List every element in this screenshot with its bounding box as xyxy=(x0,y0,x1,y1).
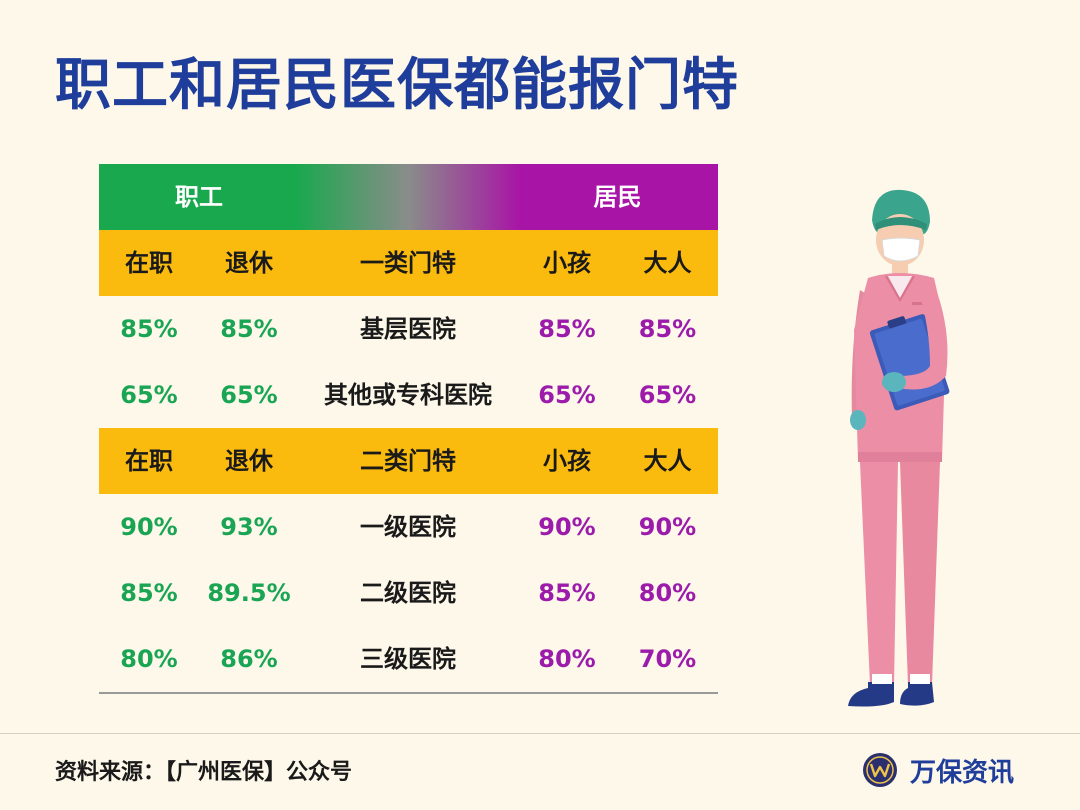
col-header-child: 小孩 xyxy=(543,447,591,475)
col-header-retired: 退休 xyxy=(225,249,273,277)
section-header-row: 在职 退休 一类门特 小孩 大人 xyxy=(99,230,718,296)
col-header-adult: 大人 xyxy=(643,249,692,277)
col-header-employed: 在职 xyxy=(125,447,173,475)
col-header-category: 一类门特 xyxy=(360,249,456,277)
cell-employed: 85% xyxy=(120,579,178,607)
cell-adult: 90% xyxy=(638,513,697,541)
footer-divider xyxy=(0,733,1080,734)
source-caption: 资料来源：【广州医保】公众号 xyxy=(55,760,353,785)
cell-child: 80% xyxy=(538,645,596,673)
cell-retired: 93% xyxy=(220,513,278,541)
cell-child: 65% xyxy=(538,381,596,409)
page-title: 职工和居民医保都能报门特 xyxy=(55,53,739,118)
cell-employed: 80% xyxy=(120,645,178,673)
cell-retired: 86% xyxy=(220,645,278,673)
group-label-resident: 居民 xyxy=(593,183,642,211)
cell-child: 85% xyxy=(538,315,596,343)
cell-child: 85% xyxy=(538,579,596,607)
cell-hospital: 其他或专科医院 xyxy=(324,381,492,409)
table-row: 90% 93% 一级医院 90% 90% xyxy=(99,494,718,560)
table-group-header: 职工 居民 xyxy=(99,164,718,230)
table-bottom-border xyxy=(99,692,718,694)
cell-hospital: 三级医院 xyxy=(360,645,456,673)
col-header-category: 二类门特 xyxy=(360,447,456,475)
col-header-adult: 大人 xyxy=(643,447,692,475)
cell-hospital: 一级医院 xyxy=(360,513,456,541)
cell-child: 90% xyxy=(538,513,596,541)
cell-hospital: 基层医院 xyxy=(360,315,456,343)
cell-adult: 80% xyxy=(638,579,697,607)
group-label-employee: 职工 xyxy=(175,183,223,211)
reimbursement-table: 职工 居民 在职 退休 一类门特 小孩 大人 85% 85% 基层医院 85% … xyxy=(99,164,718,694)
w-logo-icon xyxy=(863,753,897,787)
table-row: 85% 89.5% 二级医院 85% 80% xyxy=(99,560,718,626)
cell-hospital: 二级医院 xyxy=(360,579,456,607)
col-header-employed: 在职 xyxy=(125,249,173,277)
cell-employed: 85% xyxy=(120,315,178,343)
cell-adult: 65% xyxy=(638,381,697,409)
cell-retired: 85% xyxy=(220,315,278,343)
cell-employed: 90% xyxy=(120,513,178,541)
nurse-illustration xyxy=(848,189,950,707)
cell-employed: 65% xyxy=(120,381,178,409)
brand: 万保资讯 xyxy=(862,748,1014,792)
col-header-child: 小孩 xyxy=(543,249,591,277)
table-row: 85% 85% 基层医院 85% 85% xyxy=(99,296,718,362)
cell-retired: 65% xyxy=(220,381,278,409)
cell-retired: 89.5% xyxy=(207,579,291,607)
table-row: 80% 86% 三级医院 80% 70% xyxy=(99,626,718,692)
col-header-retired: 退休 xyxy=(225,447,273,475)
table-row: 65% 65% 其他或专科医院 65% 65% xyxy=(99,362,718,428)
cell-adult: 85% xyxy=(638,315,697,343)
cell-adult: 70% xyxy=(638,645,697,673)
brand-name: 万保资讯 xyxy=(910,757,1015,788)
section-header-row: 在职 退休 二类门特 小孩 大人 xyxy=(99,428,718,494)
